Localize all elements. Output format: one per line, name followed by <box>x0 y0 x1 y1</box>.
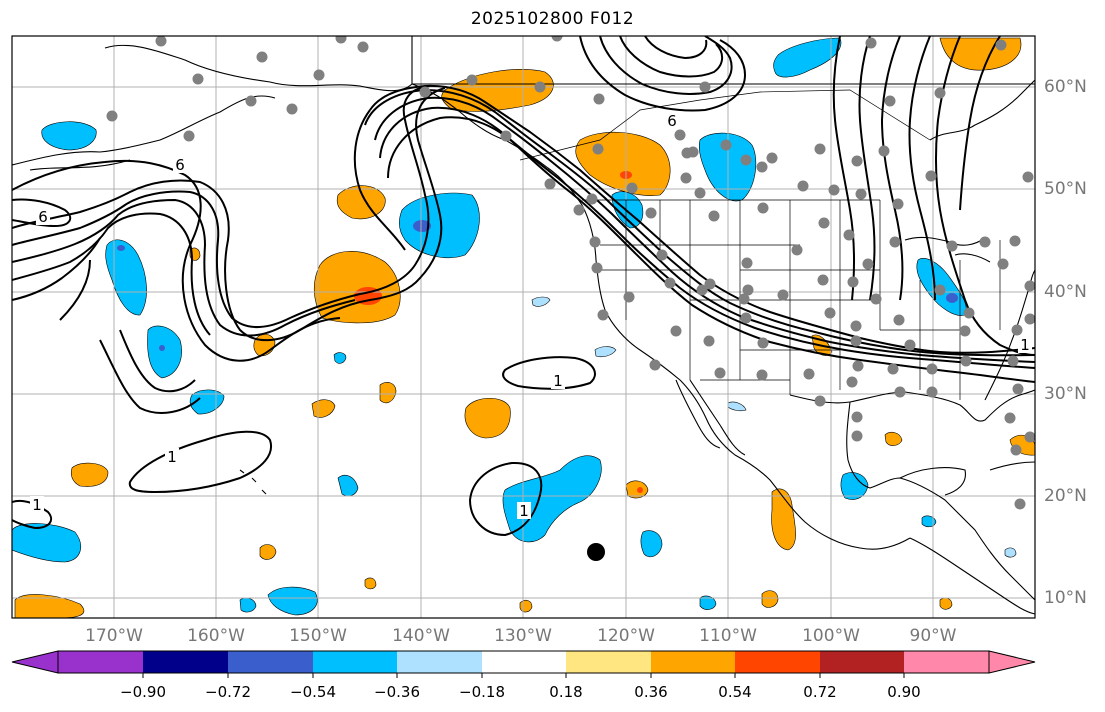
colorbar-bin <box>143 651 228 673</box>
contour-label: 1 <box>519 502 529 520</box>
colorbar-tick-label: −0.54 <box>290 683 336 701</box>
lat-label: 30°N <box>1044 384 1087 404</box>
weak-negative-shading <box>531 296 1017 558</box>
colorbar-bin <box>482 651 566 673</box>
lon-label: 150°W <box>289 626 347 646</box>
map-frame <box>11 35 1036 619</box>
contour-label: 1 <box>167 448 177 466</box>
observation-stations <box>106 36 1035 510</box>
lat-label: 20°N <box>1044 486 1087 506</box>
colorbar-tick-label: −0.90 <box>120 683 166 701</box>
colorbar-tick-label: 0.36 <box>634 683 668 701</box>
lat-label: 10°N <box>1044 588 1087 608</box>
contour-label: 6 <box>175 156 185 174</box>
graticule <box>12 36 1035 618</box>
lon-label: 170°W <box>85 626 143 646</box>
colorbar-high-extend <box>988 650 1036 674</box>
lon-label: 130°W <box>494 626 552 646</box>
map-title: 2025102800 F012 <box>470 9 635 29</box>
colorbar-tick-label: −0.18 <box>459 683 505 701</box>
lat-label: 60°N <box>1044 77 1087 97</box>
storm-center-marker <box>587 543 605 561</box>
colorbar-tick-label: 0.90 <box>887 683 921 701</box>
colorbar <box>11 650 1036 678</box>
contour-label: 1 <box>1020 336 1030 354</box>
colorbar-tick-label: 0.18 <box>549 683 583 701</box>
colorbar-bin <box>58 651 143 673</box>
colorbar-bin <box>820 651 904 673</box>
lat-label: 50°N <box>1044 179 1087 199</box>
lon-label: 110°W <box>699 626 757 646</box>
colorbar-bin <box>228 651 313 673</box>
colorbar-bin <box>397 651 482 673</box>
contour-label-group: 6 6 6 1 1 1 1 1 <box>30 112 1032 520</box>
contour-label: 6 <box>38 208 48 226</box>
colorbar-bin <box>904 651 989 673</box>
colorbar-bin <box>651 651 735 673</box>
colorbar-tick-label: 0.72 <box>803 683 837 701</box>
lon-label: 120°W <box>597 626 655 646</box>
lat-label: 40°N <box>1044 282 1087 302</box>
lon-label: 90°W <box>909 626 957 646</box>
colorbar-tick-label: −0.72 <box>205 683 251 701</box>
contour-label: 1 <box>553 372 563 390</box>
lon-label: 100°W <box>802 626 860 646</box>
colorbar-tick-label: 0.54 <box>718 683 752 701</box>
contour-label: 1 <box>32 496 42 514</box>
colorbar-ticks <box>142 673 905 678</box>
lon-label: 140°W <box>392 626 450 646</box>
lon-label: 160°W <box>187 626 245 646</box>
colorbar-low-extend <box>11 650 59 674</box>
contour-label: 6 <box>667 112 677 130</box>
colorbar-outline <box>57 650 990 674</box>
colorbar-bin <box>313 651 397 673</box>
colorbar-bin <box>735 651 820 673</box>
colorbar-bin <box>566 651 651 673</box>
strong-negative-shading <box>117 220 958 351</box>
colorbar-tick-label: −0.36 <box>374 683 420 701</box>
